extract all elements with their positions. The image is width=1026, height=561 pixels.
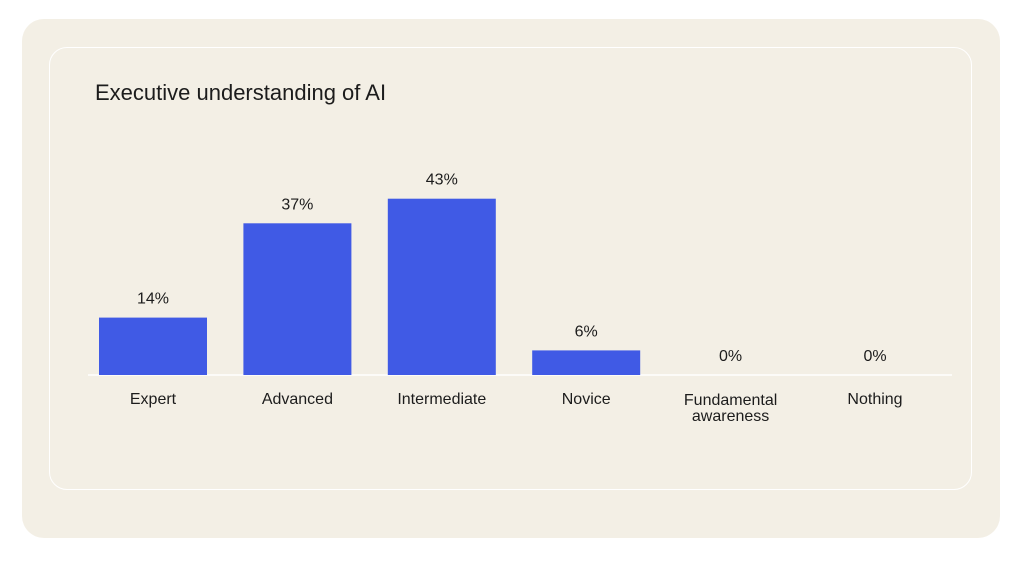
category-label-fundamental-awareness: Fundamental xyxy=(684,392,777,409)
value-label-novice: 6% xyxy=(575,323,598,340)
bar-novice xyxy=(532,350,641,375)
bar-advanced xyxy=(243,223,352,375)
category-label-advanced: Advanced xyxy=(262,391,333,408)
chart-title: Executive understanding of AI xyxy=(95,80,387,105)
value-label-expert: 14% xyxy=(137,291,169,308)
value-label-intermediate: 43% xyxy=(426,172,458,189)
bar-expert xyxy=(99,317,207,375)
bar-intermediate xyxy=(387,198,496,375)
value-label-fundamental-awareness: 0% xyxy=(719,348,742,365)
category-label-fundamental-awareness: awareness xyxy=(692,408,769,425)
chart-card xyxy=(22,19,1000,538)
value-label-advanced: 37% xyxy=(281,196,313,213)
category-label-novice: Novice xyxy=(562,391,611,408)
category-label-expert: Expert xyxy=(130,391,177,408)
chart-panel xyxy=(49,47,972,490)
category-label-intermediate: Intermediate xyxy=(397,391,486,408)
value-label-nothing: 0% xyxy=(863,348,886,365)
category-label-nothing: Nothing xyxy=(847,391,902,408)
